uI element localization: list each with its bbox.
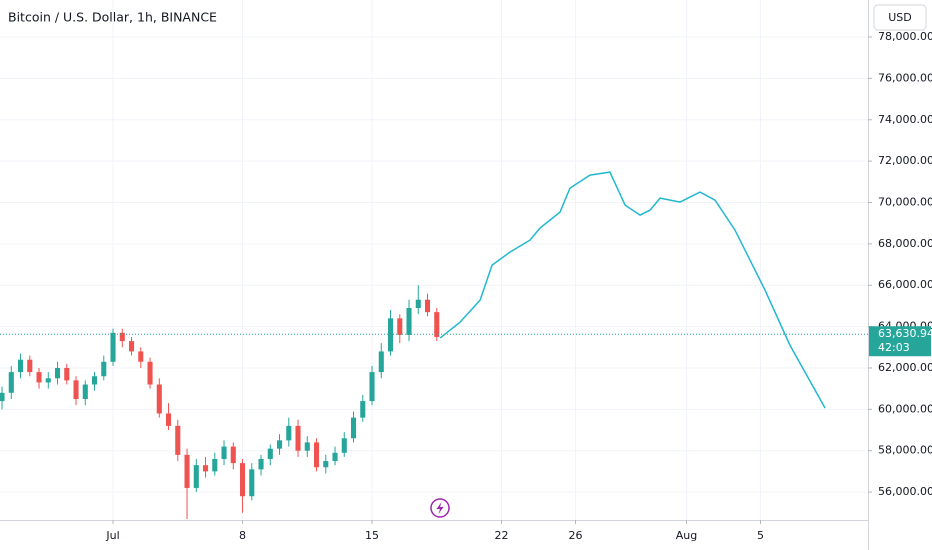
candle-body	[128, 341, 135, 352]
y-tick-label: 58,000.00	[878, 444, 932, 457]
x-tick-label: 15	[365, 529, 379, 542]
axes: 56,000.0058,000.0060,000.0062,000.0064,0…	[105, 30, 932, 542]
plot	[0, 171, 868, 519]
candle-body	[341, 438, 347, 453]
candle-body	[415, 299, 421, 308]
y-tick-label: 60,000.00	[878, 402, 932, 415]
flash-icon[interactable]	[430, 498, 450, 518]
y-tick-label: 62,000.00	[878, 361, 932, 374]
candle-body	[73, 380, 79, 399]
candle-body	[27, 359, 33, 373]
currency-button[interactable]	[873, 4, 927, 31]
candle-body	[202, 465, 209, 472]
candle-body	[54, 367, 61, 379]
candle-body	[258, 458, 264, 470]
candle-body	[165, 413, 172, 426]
candle-body	[249, 469, 255, 497]
candle-body	[175, 425, 181, 455]
x-tick-label: 5	[757, 529, 764, 542]
candle-body	[230, 446, 236, 464]
candle-body	[286, 425, 292, 441]
x-tick-label: 8	[239, 529, 246, 542]
x-tick-label: Aug	[676, 529, 697, 542]
candle-body	[387, 318, 394, 352]
candle-body	[138, 351, 144, 362]
forecast-line	[439, 171, 826, 409]
y-tick-label: 76,000.00	[878, 71, 932, 84]
y-tick-label: 78,000.00	[878, 30, 932, 43]
candle-body	[110, 332, 116, 362]
candle-body	[0, 392, 5, 402]
candle-body	[424, 299, 431, 313]
candle-body	[8, 372, 14, 393]
x-tick-label: 26	[569, 529, 583, 542]
x-tick-label: 22	[495, 529, 509, 542]
candle-body	[267, 448, 273, 459]
candle-body	[276, 440, 283, 449]
currency-label: USD	[888, 11, 912, 24]
x-tick-label: Jul	[105, 529, 119, 542]
candle-body	[119, 332, 125, 342]
candle-body	[36, 372, 42, 383]
candle-body	[434, 312, 440, 337]
candle-body	[239, 463, 246, 497]
candle-body	[91, 376, 98, 385]
y-tick-label: 72,000.00	[878, 154, 932, 167]
candle-body	[406, 307, 412, 335]
candle-body	[45, 378, 51, 383]
candle-body	[332, 452, 338, 462]
candle-body	[295, 425, 301, 451]
y-tick-label: 68,000.00	[878, 237, 932, 250]
last-price-box	[869, 326, 931, 357]
candle-body	[193, 465, 199, 488]
candle-body	[350, 417, 357, 439]
y-tick-label: 56,000.00	[878, 485, 932, 498]
y-tick-label: 70,000.00	[878, 195, 932, 208]
candle-body	[212, 458, 218, 472]
candle-body	[64, 367, 70, 381]
candle-body	[147, 361, 153, 385]
candle-body	[156, 384, 162, 414]
y-tick-label: 74,000.00	[878, 113, 932, 126]
candle-body	[101, 361, 107, 377]
candle-body	[323, 461, 329, 468]
candle-body	[184, 454, 190, 488]
candle-body	[378, 351, 384, 373]
candle-body	[360, 401, 366, 418]
candle-body	[397, 318, 403, 335]
y-tick-label: 66,000.00	[878, 278, 932, 291]
last-price-label: 63,630.94	[878, 327, 932, 340]
countdown-label: 42:03	[878, 341, 910, 354]
candle-body	[17, 359, 24, 373]
candle-body	[313, 442, 320, 468]
candle-body	[369, 372, 375, 402]
candle-body	[82, 384, 88, 399]
candle-body	[221, 446, 227, 459]
chart-title: Bitcoin / U.S. Dollar, 1h, BINANCE	[8, 10, 217, 25]
candle-body	[304, 442, 310, 451]
grid	[0, 0, 868, 520]
